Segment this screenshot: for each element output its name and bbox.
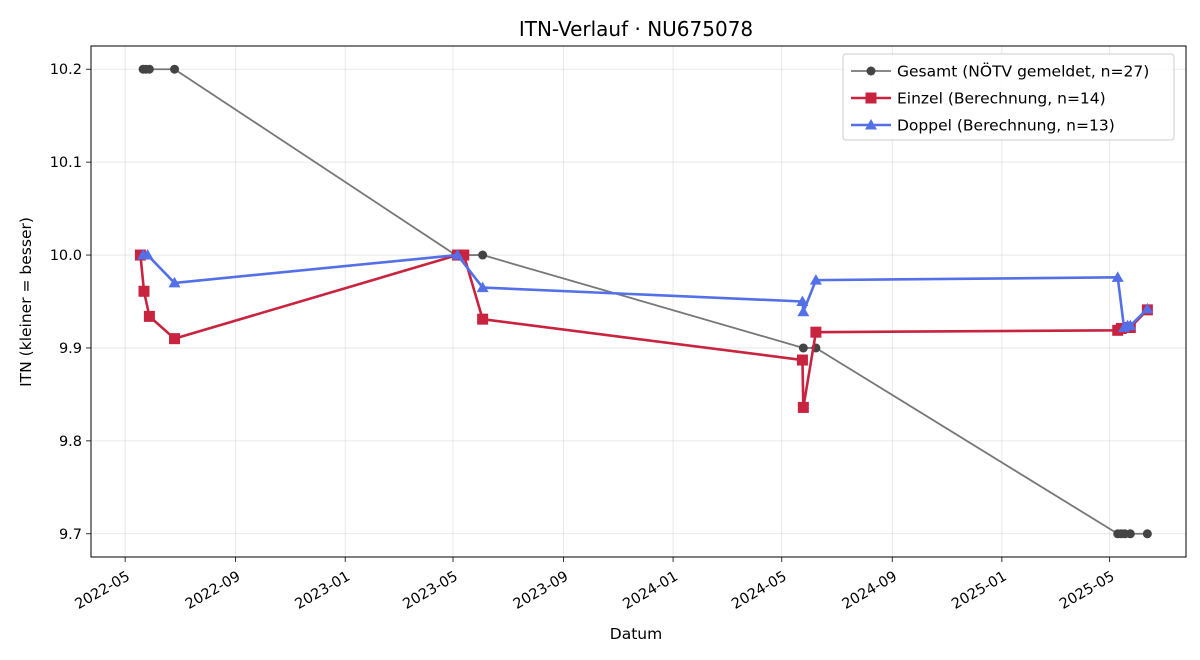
data-point <box>796 295 809 306</box>
data-point <box>477 313 489 325</box>
data-point <box>797 401 809 413</box>
series-triangle <box>137 249 1154 333</box>
legend-marker <box>866 66 876 76</box>
data-point <box>1125 529 1135 539</box>
y-axis-label: ITN (kleiner = besser) <box>17 217 35 387</box>
legend-label: Einzel (Berechnung, n=14) <box>897 90 1106 108</box>
data-point <box>476 281 489 293</box>
data-point <box>168 276 181 288</box>
y-tick-label: 9.9 <box>59 341 82 357</box>
legend-label: Doppel (Berechnung, n=13) <box>897 117 1115 135</box>
y-axis-ticks: 9.7 9.8 9.9 10.0 10.1 10.2 <box>50 62 91 543</box>
data-point <box>458 249 470 261</box>
data-point <box>1142 529 1152 539</box>
y-tick-label: 10.0 <box>50 248 82 264</box>
y-tick-label: 10.2 <box>50 62 82 78</box>
x-axis-label: Datum <box>610 625 662 643</box>
data-point <box>170 64 180 74</box>
legend-marker <box>865 119 877 130</box>
data-point <box>478 250 488 260</box>
y-tick-label: 10.1 <box>50 155 82 171</box>
data-point <box>1111 271 1124 282</box>
data-point <box>141 249 154 260</box>
data-point <box>797 305 810 317</box>
data-point <box>1141 302 1154 314</box>
plot-frame <box>90 45 1187 558</box>
series-layer <box>134 64 1154 539</box>
data-point <box>143 310 155 322</box>
data-point <box>169 333 181 345</box>
data-point <box>1124 319 1137 331</box>
data-point <box>798 343 808 353</box>
data-point <box>138 285 150 297</box>
y-tick-label: 9.7 <box>59 527 82 543</box>
legend-label: Gesamt (NÖTV gemeldet, n=27) <box>897 62 1149 81</box>
chart-title: ITN-Verlauf · NU675078 <box>519 17 753 41</box>
data-point <box>144 64 154 74</box>
legend-marker <box>865 92 877 104</box>
data-point <box>810 326 822 338</box>
legend: Gesamt (NÖTV gemeldet, n=27) Einzel (Bere… <box>842 53 1175 141</box>
y-tick-label: 9.8 <box>59 434 82 450</box>
data-point <box>809 274 822 285</box>
data-point <box>451 249 464 260</box>
data-point <box>796 354 808 366</box>
legend-box <box>842 53 1175 141</box>
